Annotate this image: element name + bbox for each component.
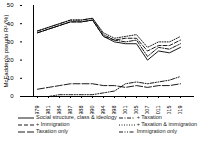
svg-text:1979: 1979 [34,106,40,115]
svg-text:1998: 1998 [111,106,117,115]
html-text:+ Immigration: + Immigration [36,121,70,127]
svg-text:40: 40 [6,20,14,27]
html-text:Immigration only: Immigration only [136,128,178,134]
svg-text:1990: 1990 [89,106,95,115]
svg-text:2015: 2015 [166,106,172,115]
svg-text:1988: 1988 [78,106,84,115]
svg-text:1984: 1984 [56,106,62,115]
html-text:+ Taxation: + Taxation [136,114,162,120]
svg-text:1981: 1981 [45,106,51,115]
html-text:+ Taxation & immigration: + Taxation & immigration [136,121,197,127]
svg-text:2005: 2005 [133,106,139,115]
svg-text:2007: 2007 [144,106,150,115]
svg-text:30: 30 [6,38,14,45]
html-text:Taxation only: Taxation only [36,128,69,134]
svg-text:2001: 2001 [122,106,128,115]
html-text:Social structure, class & ideo: Social structure, class & ideology [36,114,117,120]
svg-text:1987: 1987 [67,106,73,115]
svg-text:20: 20 [6,57,14,63]
svg-text:10: 10 [6,75,14,82]
svg-text:1994: 1994 [100,106,106,115]
svg-text:McFadden's pseudo R² (%): McFadden's pseudo R² (%) [3,15,9,88]
svg-text:2011: 2011 [155,106,161,115]
svg-text:50: 50 [7,2,14,8]
svg-text:0: 0 [10,93,14,99]
svg-text:2019: 2019 [177,106,183,115]
